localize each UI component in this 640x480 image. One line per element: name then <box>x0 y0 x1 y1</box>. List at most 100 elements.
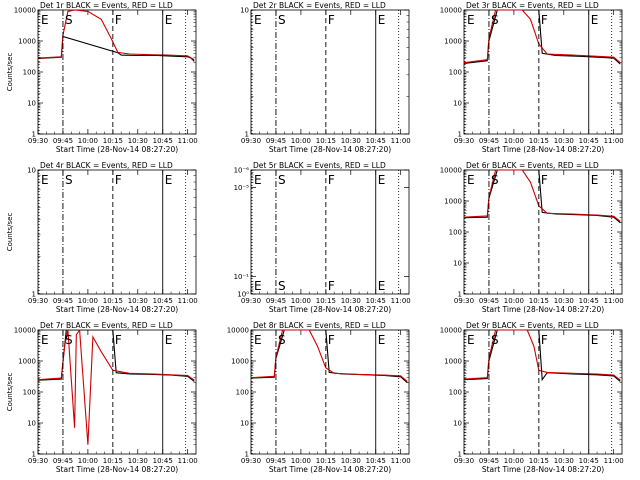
y-tick-label: 1 <box>458 291 462 299</box>
x-tick-label: 10:00 <box>291 457 311 465</box>
plot-frame <box>463 169 623 295</box>
marker-label: F <box>115 173 122 187</box>
x-tick-label: 11:00 <box>391 297 411 305</box>
x-tick-label: 10:00 <box>78 457 98 465</box>
x-tick-label: 10:45 <box>579 457 599 465</box>
marker-label: S <box>278 333 286 347</box>
x-tick-label: 10:00 <box>504 297 524 305</box>
x-tick-label: 11:00 <box>178 457 198 465</box>
x-axis-label: Start Time (28-Nov-14 08:27:20) <box>269 305 391 314</box>
marker-label: F <box>541 13 548 27</box>
y-tick-label: 1 <box>458 451 462 459</box>
marker-label: S <box>278 173 286 187</box>
chart-panel-2: Det 2r BLACK = Events, RED = LLD 1 10 09:30… <box>240 1 411 154</box>
y-tick-label: 10 <box>27 167 36 175</box>
x-tick-label: 10:30 <box>341 457 361 465</box>
marker-label: E <box>591 13 599 27</box>
x-tick-label: 09:45 <box>53 457 73 465</box>
x-tick-label: 09:45 <box>266 297 286 305</box>
y-axis-label: Counts/sec <box>6 373 14 412</box>
x-tick-label: 10:45 <box>153 137 173 145</box>
series-lld-line <box>38 330 195 445</box>
x-tick-label: 09:45 <box>266 457 286 465</box>
x-tick-label: 11:00 <box>604 457 624 465</box>
y-tick-label: 10 <box>27 100 36 108</box>
y-tick-label: 1000 <box>444 198 462 206</box>
plot-frame <box>250 169 410 295</box>
x-tick-label: 10:45 <box>153 457 173 465</box>
marker-label: E <box>591 333 599 347</box>
x-tick-label: 10:45 <box>153 297 173 305</box>
marker-label: E <box>165 173 173 187</box>
x-tick-label: 09:30 <box>241 137 261 145</box>
marker-label: E <box>254 333 262 347</box>
y-tick-label: 1 <box>32 291 36 299</box>
marker-label: S <box>65 173 73 187</box>
x-tick-label: 10:30 <box>128 457 148 465</box>
chart-panel-9: Det 9r BLACK = Events, RED = LLD 1 10 100 10… <box>440 321 624 474</box>
y-tick-label: 10000 <box>14 7 36 15</box>
y-tick-label: 10 <box>453 100 462 108</box>
y-tick-label: 100 <box>236 389 249 397</box>
plot-frame <box>250 9 410 135</box>
marker-label: E <box>467 13 475 27</box>
marker-label: E <box>467 333 475 347</box>
x-axis-label: Start Time (28-Nov-14 08:27:20) <box>56 305 178 314</box>
x-axis-label: Start Time (28-Nov-14 08:27:20) <box>482 305 604 314</box>
plot-frame <box>463 329 623 455</box>
y-tick-label: 10⁻⁵ <box>234 184 250 192</box>
marker-label: F <box>541 333 548 347</box>
x-axis-label: Start Time (28-Nov-14 08:27:20) <box>269 145 391 154</box>
chart-title: Det 9r BLACK = Events, RED = LLD <box>466 321 599 330</box>
y-tick-label: 1 <box>245 131 249 139</box>
plot-frame <box>37 9 197 135</box>
marker-label: E <box>467 173 475 187</box>
x-axis-label: Start Time (28-Nov-14 08:27:20) <box>56 465 178 474</box>
x-tick-label: 10:45 <box>366 297 386 305</box>
y-tick-label: 10⁻¹ <box>234 273 250 281</box>
y-tick-label: 10 <box>453 260 462 268</box>
x-tick-label: 10:15 <box>316 457 336 465</box>
x-tick-label: 10:00 <box>504 137 524 145</box>
plot-frame <box>463 9 623 135</box>
x-tick-label: 09:30 <box>28 137 48 145</box>
x-tick-label: 10:30 <box>554 137 574 145</box>
y-tick-label: 10 <box>27 420 36 428</box>
x-tick-label: 10:30 <box>554 457 574 465</box>
x-tick-label: 11:00 <box>391 457 411 465</box>
marker-label: S <box>278 279 286 293</box>
x-tick-label: 10:00 <box>291 137 311 145</box>
x-tick-label: 10:15 <box>103 137 123 145</box>
y-tick-label: 100 <box>449 389 462 397</box>
marker-label: F <box>328 13 335 27</box>
x-tick-label: 09:45 <box>479 297 499 305</box>
y-tick-label: 1000 <box>444 38 462 46</box>
marker-label: E <box>41 13 49 27</box>
x-tick-label: 09:30 <box>28 457 48 465</box>
chart-title: Det 7r BLACK = Events, RED = LLD <box>40 321 173 330</box>
x-tick-label: 10:15 <box>103 297 123 305</box>
x-tick-label: 11:00 <box>178 137 198 145</box>
x-tick-label: 10:30 <box>341 137 361 145</box>
y-tick-label: 1000 <box>18 38 36 46</box>
x-tick-label: 10:15 <box>529 457 549 465</box>
marker-label: S <box>491 13 499 27</box>
x-tick-label: 11:00 <box>604 137 624 145</box>
x-tick-label: 10:45 <box>366 457 386 465</box>
y-tick-label: 1000 <box>444 358 462 366</box>
y-tick-label: 1000 <box>18 358 36 366</box>
plot-frame <box>37 169 197 295</box>
x-tick-label: 10:15 <box>316 137 336 145</box>
marker-label: E <box>378 279 386 293</box>
y-tick-label: 1 <box>32 131 36 139</box>
marker-label: F <box>541 173 548 187</box>
plot-frame <box>250 329 410 455</box>
chart-title: Det 3r BLACK = Events, RED = LLD <box>466 1 599 10</box>
x-tick-label: 10:15 <box>529 137 549 145</box>
marker-label: S <box>491 173 499 187</box>
x-axis-label: Start Time (28-Nov-14 08:27:20) <box>56 145 178 154</box>
series-lld-line <box>464 10 621 64</box>
x-tick-label: 09:30 <box>241 457 261 465</box>
x-tick-label: 09:30 <box>454 297 474 305</box>
chart-panel-3: Det 3r BLACK = Events, RED = LLD 1 10 100 10… <box>440 1 624 154</box>
